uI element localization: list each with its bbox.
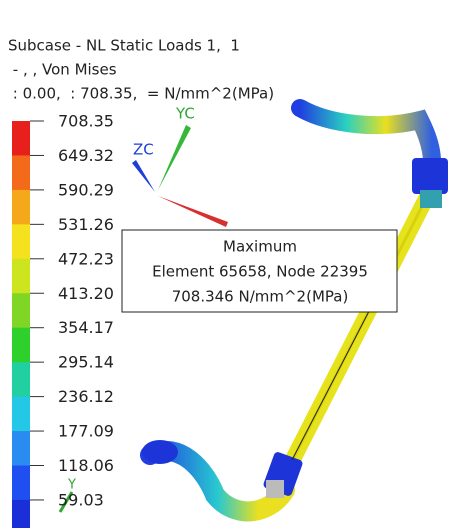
legend-swatch: [12, 190, 30, 225]
legend-swatch: [12, 293, 30, 328]
legend-label: 472.23: [58, 249, 114, 268]
annotation-line: Element 65658, Node 22395: [152, 263, 368, 281]
legend-label: 531.26: [58, 215, 114, 234]
legend-label: 177.09: [58, 422, 114, 441]
page: YC ZC XC Y Subcase - NL Static Loads 1, …: [0, 0, 451, 528]
legend-swatch: [12, 362, 30, 397]
viewport: YC ZC XC Y Subcase - NL Static Loads 1, …: [0, 0, 451, 528]
annotation: Maximum Element 65658, Node 22395 708.346 …: [122, 230, 397, 312]
legend-label: 413.20: [58, 284, 114, 303]
legend-label: 236.12: [58, 387, 114, 406]
annotation-line: 708.346 N/mm^2(MPa): [172, 288, 349, 306]
legend-swatch: [12, 155, 30, 190]
legend-label: 708.35: [58, 112, 114, 131]
legend-swatch: [12, 500, 30, 528]
annotation-line: Maximum: [223, 238, 297, 256]
legend-label: 118.06: [58, 456, 114, 475]
legend-label: 59.03: [58, 490, 104, 509]
y-axis-label: YC: [175, 105, 195, 123]
legend-label: 354.17: [58, 318, 114, 337]
z-axis-arrow: [132, 160, 155, 192]
y-axis-arrow: [158, 125, 191, 190]
legend-swatch: [12, 121, 30, 156]
legend-label: 649.32: [58, 146, 114, 165]
legend-swatch: [12, 431, 30, 466]
legend-swatch: [12, 224, 30, 259]
legend-swatch: [12, 466, 30, 501]
header: Subcase - NL Static Loads 1, 1 - , , Von…: [8, 37, 274, 103]
legend-swatch: [12, 259, 30, 294]
header-line: - , , Von Mises: [8, 61, 117, 79]
legend-label: 295.14: [58, 353, 114, 372]
legend-label: 590.29: [58, 180, 114, 199]
legend: 708.35 649.32 590.29 531.26 472.23 413.20 354.…: [12, 112, 114, 528]
x-axis-arrow: [158, 196, 228, 227]
z-axis-label: ZC: [133, 141, 154, 159]
header-line: Subcase - NL Static Loads 1, 1: [8, 37, 240, 55]
header-line: : 0.00, : 708.35, = N/mm^2(MPa): [8, 85, 274, 103]
legend-swatch: [12, 397, 30, 432]
legend-swatch: [12, 328, 30, 363]
